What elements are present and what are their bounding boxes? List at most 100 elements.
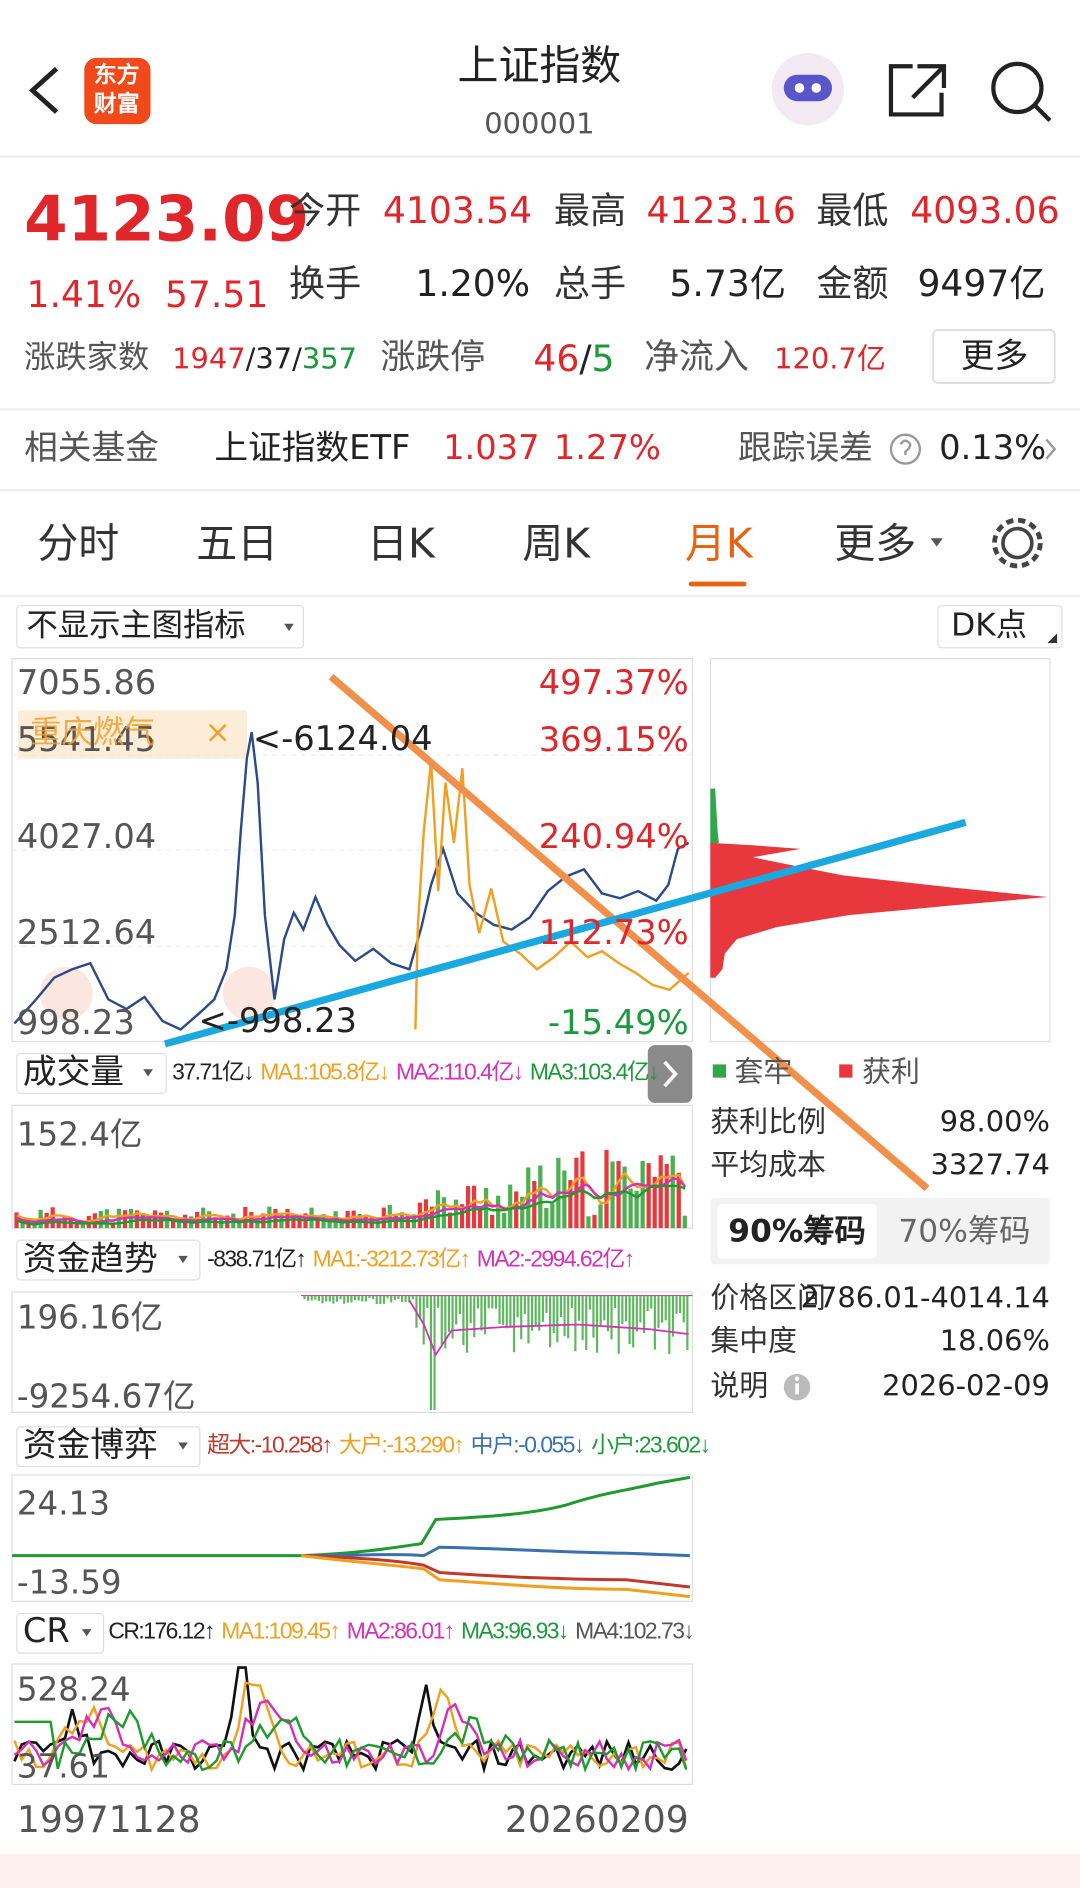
period-tab[interactable]: 分时 bbox=[37, 519, 120, 568]
trend-bar bbox=[361, 1295, 364, 1302]
dropdown-caret bbox=[178, 1255, 188, 1264]
fund-name[interactable]: 上证指数ETF bbox=[214, 428, 411, 468]
drawn-trendline bbox=[328, 673, 930, 1192]
settings-icon-teeth bbox=[992, 517, 1043, 569]
axis-label: -9254.67亿 bbox=[16, 1377, 196, 1416]
volume-bar bbox=[80, 1222, 85, 1229]
settings-icon[interactable] bbox=[1001, 526, 1034, 560]
trend-bar bbox=[458, 1295, 461, 1315]
volume-bar bbox=[640, 1161, 645, 1229]
volume-bar bbox=[502, 1213, 507, 1229]
panel-select-label[interactable]: CR bbox=[22, 1611, 70, 1651]
volume-bar bbox=[526, 1167, 531, 1229]
y-axis-pct-label: 369.15% bbox=[538, 720, 689, 760]
chip-tab[interactable]: 70%筹码 bbox=[898, 1213, 1031, 1250]
trend-bar bbox=[559, 1295, 563, 1317]
indicator-select[interactable] bbox=[16, 605, 305, 649]
trend-bar bbox=[642, 1295, 646, 1334]
bottom-bar bbox=[0, 1854, 1080, 1888]
trend-bar bbox=[379, 1295, 382, 1304]
trend-ma-line bbox=[408, 1299, 689, 1357]
value-text: CR:176.12↑ bbox=[108, 1618, 215, 1644]
trend-bar bbox=[664, 1295, 667, 1321]
trend-bar bbox=[599, 1295, 602, 1326]
share-icon[interactable] bbox=[888, 64, 947, 117]
trend-bar bbox=[588, 1295, 591, 1310]
stat-value: 1.20% bbox=[415, 262, 531, 306]
volume-bar bbox=[634, 1190, 639, 1229]
trend-bar bbox=[411, 1295, 414, 1300]
volume-bar bbox=[459, 1204, 465, 1229]
stat-value: 9497亿 bbox=[917, 262, 1046, 306]
more-button[interactable] bbox=[932, 329, 1056, 384]
volume-ma-line bbox=[16, 1184, 686, 1226]
volume-bar bbox=[496, 1195, 501, 1229]
period-tab[interactable]: 周K bbox=[522, 519, 591, 568]
axis-label: 152.4亿 bbox=[16, 1116, 143, 1155]
panel-select[interactable] bbox=[16, 1612, 105, 1654]
value-text: MA3:103.4亿↓ bbox=[529, 1058, 660, 1085]
y-axis-pct-label: 240.94% bbox=[538, 816, 689, 856]
panel-select-label[interactable]: 资金趋势 bbox=[22, 1239, 158, 1279]
index-line bbox=[13, 731, 690, 1031]
expand-button[interactable] bbox=[647, 1045, 693, 1103]
dk-select-label[interactable]: DK点 bbox=[951, 607, 1028, 644]
chip-detail-value: 2026-02-09 bbox=[882, 1368, 1050, 1403]
trend-bar bbox=[556, 1295, 559, 1343]
volume-bar bbox=[592, 1214, 597, 1229]
dropdown-caret bbox=[143, 1069, 153, 1077]
value-text: 5 bbox=[591, 336, 615, 380]
trend-bar bbox=[357, 1295, 360, 1301]
volume-bar bbox=[435, 1190, 441, 1229]
trend-bar bbox=[393, 1295, 396, 1300]
period-tab[interactable]: 五日 bbox=[196, 519, 279, 568]
chevron bbox=[1045, 438, 1057, 460]
fund-change: 1.27% bbox=[553, 428, 661, 468]
dk-select[interactable] bbox=[937, 605, 1063, 649]
change-percent: 1.41% bbox=[26, 272, 142, 316]
trend-bar bbox=[527, 1295, 530, 1344]
dropdown-caret bbox=[178, 1442, 188, 1450]
period-tab[interactable]: 更多 bbox=[834, 519, 917, 568]
panel-select[interactable] bbox=[16, 1426, 201, 1468]
panel-select[interactable] bbox=[16, 1052, 167, 1094]
trend-bar bbox=[397, 1295, 400, 1300]
chip-detail-label: 价格区间 bbox=[710, 1280, 826, 1315]
period-tab[interactable]: 日K bbox=[367, 519, 435, 568]
search-icon-handle bbox=[1033, 104, 1052, 122]
trend-bar bbox=[462, 1295, 465, 1346]
trend-bar bbox=[509, 1295, 512, 1328]
panel-select-label[interactable]: 成交量 bbox=[22, 1051, 124, 1091]
back-icon[interactable] bbox=[28, 66, 59, 114]
cr-line bbox=[14, 1708, 688, 1773]
indicator-select-label[interactable]: 不显示主图指标 bbox=[26, 607, 246, 644]
value-text: MA4:102.73↓ bbox=[575, 1618, 695, 1644]
volume-bar bbox=[604, 1149, 609, 1229]
low-annotation: <-998.23 bbox=[198, 1001, 357, 1041]
trend-bar bbox=[530, 1295, 534, 1331]
chip-tab-active[interactable] bbox=[717, 1204, 877, 1259]
axis-label: 196.16亿 bbox=[16, 1299, 164, 1338]
main-grid bbox=[12, 754, 693, 948]
assistant-eye bbox=[811, 83, 822, 93]
trend-bar bbox=[343, 1295, 346, 1304]
more-button-label[interactable]: 更多 bbox=[960, 336, 1029, 376]
chip-detail-value: 2786.01-4014.14 bbox=[800, 1280, 1050, 1315]
value-text: / bbox=[292, 341, 302, 376]
chip-tab[interactable]: 90%筹码 bbox=[728, 1213, 866, 1250]
panel-select-label[interactable]: 资金博弈 bbox=[22, 1424, 158, 1464]
trend-bar bbox=[404, 1295, 407, 1302]
trend-bar bbox=[491, 1295, 494, 1309]
volume-bar bbox=[297, 1215, 302, 1229]
logo-text: 东方 bbox=[93, 62, 140, 89]
value-text: / bbox=[579, 336, 592, 380]
trend-bar bbox=[317, 1295, 321, 1301]
stat-value: 4103.54 bbox=[382, 188, 533, 232]
help-icon[interactable] bbox=[889, 433, 922, 465]
panel-select[interactable] bbox=[16, 1239, 201, 1281]
trend-bar bbox=[610, 1295, 613, 1340]
stat-label: 涨跌家数 bbox=[24, 338, 150, 375]
search-icon[interactable] bbox=[991, 61, 1044, 115]
tag-close[interactable]: × bbox=[204, 714, 231, 751]
period-tab[interactable]: 月K bbox=[684, 519, 753, 568]
